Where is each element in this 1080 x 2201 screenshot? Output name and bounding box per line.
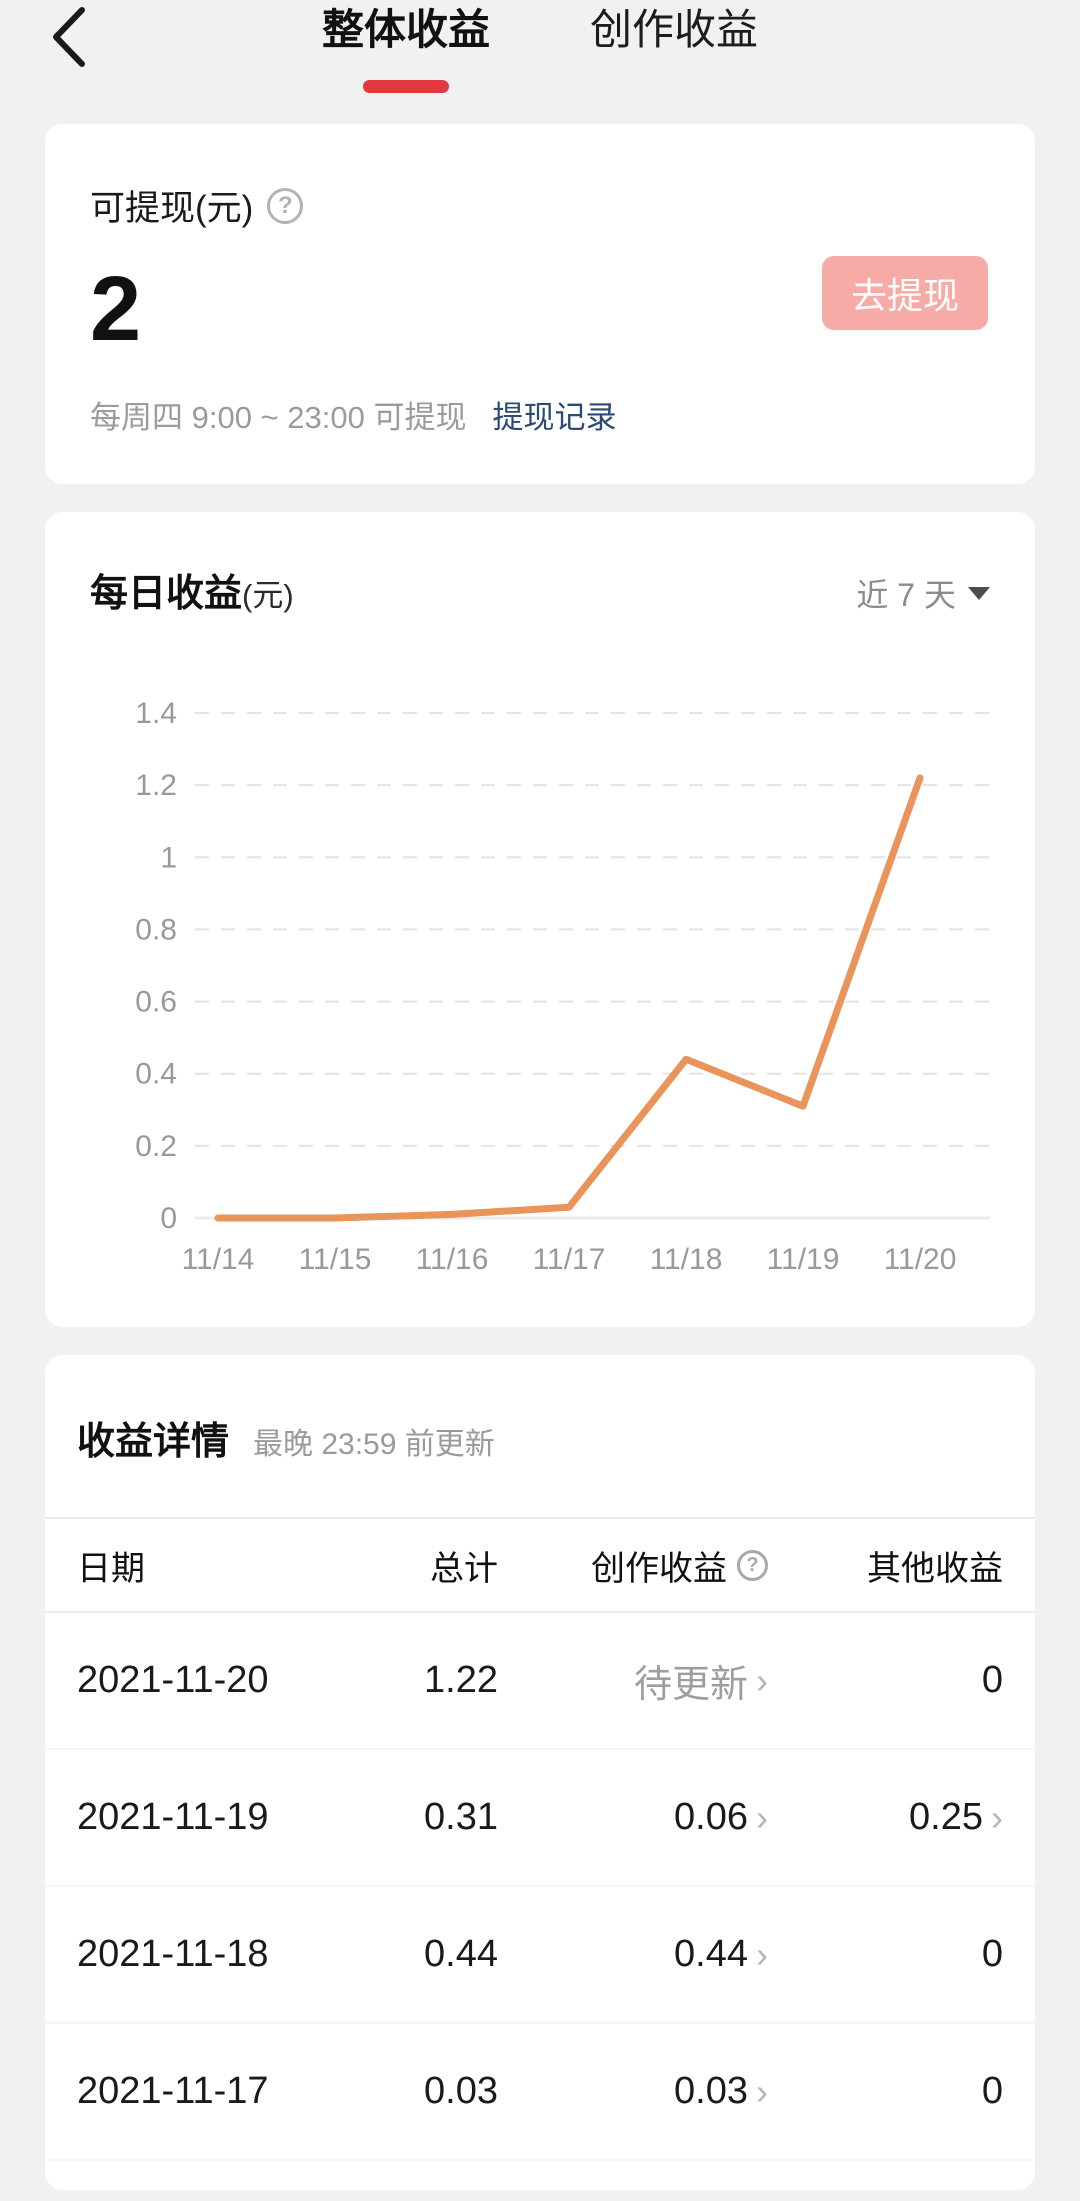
withdraw-footer: 每周四 9:00 ~ 23:00 可提现 提现记录 [90,392,616,437]
svg-text:0.2: 0.2 [135,1130,177,1163]
chevron-right-icon: › [756,1933,768,1975]
cell-creation[interactable]: 0.06 › [498,1796,768,1839]
cell-creation[interactable]: 0.44 › [498,1933,768,1976]
tab-label: 整体收益 [321,6,490,53]
svg-text:1: 1 [160,841,177,874]
col-header-creation: 创作收益 ? [498,1541,768,1590]
withdraw-button[interactable]: 去提现 [822,256,988,330]
cell-creation-value: 待更新 [633,1664,748,1706]
svg-text:11/18: 11/18 [650,1243,723,1276]
cell-date: 2021-11-20 [77,1659,269,1701]
svg-text:11/14: 11/14 [182,1243,255,1276]
cell-creation-value: 0.06 [674,1796,748,1838]
withdraw-card: 可提现(元) ? 2 去提现 每周四 9:00 ~ 23:00 可提现 提现记录 [45,124,1035,484]
svg-text:11/19: 11/19 [767,1243,840,1276]
svg-text:11/16: 11/16 [416,1243,489,1276]
date-range-dropdown[interactable]: 近 7 天 [856,570,990,616]
help-icon[interactable]: ? [737,1549,768,1581]
table-row: 2021-11-20 1.22 待更新 › 0 [45,1613,1035,1750]
cell-total: 0.31 [424,1796,498,1838]
cell-creation[interactable]: 0.03 › [498,2070,768,2113]
chevron-right-icon: › [756,2070,768,2112]
caret-down-icon [968,586,990,600]
svg-text:0.8: 0.8 [135,913,177,946]
cell-date: 2021-11-18 [77,1933,269,1975]
tab-creation-earnings[interactable]: 创作收益 [590,4,758,93]
back-chevron-icon [53,7,85,67]
top-nav: 整体收益 创作收益 [0,0,1080,124]
withdraw-history-link[interactable]: 提现记录 [492,400,617,435]
details-update-note: 最晚 23:59 前更新 [253,1428,495,1461]
withdraw-label: 可提现(元) [90,189,254,228]
svg-text:11/20: 11/20 [884,1243,957,1276]
chevron-right-icon: › [756,1659,768,1701]
col-header-date: 日期 [77,1549,145,1588]
cell-total: 0.03 [424,2070,498,2112]
cell-other: 0 [981,2070,1003,2112]
cell-other: 0 [981,1933,1003,1975]
earnings-details-card: 收益详情 最晚 23:59 前更新 日期 总计 创作收益 ? 其他收益 2021… [45,1355,1035,2190]
help-icon[interactable]: ? [267,187,304,224]
cell-total: 1.22 [424,1659,498,1701]
details-header: 收益详情 最晚 23:59 前更新 [45,1410,1035,1465]
svg-text:0: 0 [160,1202,177,1235]
chart-title-unit: (元) [242,578,294,613]
tab-overall-earnings[interactable]: 整体收益 [322,4,490,93]
svg-text:0.6: 0.6 [135,986,177,1019]
cell-creation-value: 0.03 [674,2070,748,2112]
cell-other: 0 [981,1659,1003,1701]
cell-total: 0.44 [424,1933,498,1975]
chevron-right-icon: › [756,1796,768,1838]
active-tab-underline [362,80,449,93]
back-button[interactable] [34,2,104,72]
cell-creation[interactable]: 待更新 › [498,1653,768,1708]
chevron-right-icon: › [991,1796,1003,1838]
svg-text:1.2: 1.2 [135,769,177,802]
cell-date: 2021-11-17 [77,2070,269,2112]
withdraw-schedule-text: 每周四 9:00 ~ 23:00 可提现 [90,400,467,435]
daily-earnings-chart: 0 0.2 0.4 0.6 0.8 1 1.2 1.4 11/14 11/15 11/16 11/17… [45,627,990,1292]
svg-text:11/15: 11/15 [299,1243,372,1276]
table-row: 2021-11-19 0.31 0.06 › 0.25 › [45,1750,1035,1887]
chart-title: 每日收益 [90,573,243,615]
cell-other[interactable]: 0.25 › [768,1796,1003,1839]
col-header-other: 其他收益 [867,1549,1003,1588]
daily-earnings-card: 每日收益 (元) 近 7 天 0 0.2 0.4 0.6 0.8 1 1.2 1.4 11/14… [45,512,1035,1327]
withdraw-amount: 2 [90,258,142,360]
withdraw-label-row: 可提现(元) ? [90,180,990,231]
col-header-total: 总计 [430,1549,498,1588]
chart-header: 每日收益 (元) 近 7 天 [90,562,990,617]
tab-label: 创作收益 [590,6,759,53]
svg-text:11/17: 11/17 [533,1243,606,1276]
tab-bar: 整体收益 创作收益 [0,0,1080,93]
col-header-creation-label: 创作收益 [591,1549,727,1588]
svg-text:1.4: 1.4 [135,697,177,730]
cell-date: 2021-11-19 [77,1796,269,1838]
chart-title-wrap: 每日收益 (元) [90,562,294,617]
date-range-label: 近 7 天 [856,577,956,613]
details-title: 收益详情 [77,1421,230,1463]
cell-other-value: 0.25 [909,1796,983,1838]
svg-text:0.4: 0.4 [135,1058,177,1091]
table-row: 2021-11-17 0.03 0.03 › 0 [45,2024,1035,2161]
table-row: 2021-11-18 0.44 0.44 › 0 [45,1887,1035,2024]
table-header-row: 日期 总计 创作收益 ? 其他收益 [45,1517,1035,1613]
cell-creation-value: 0.44 [674,1933,748,1975]
